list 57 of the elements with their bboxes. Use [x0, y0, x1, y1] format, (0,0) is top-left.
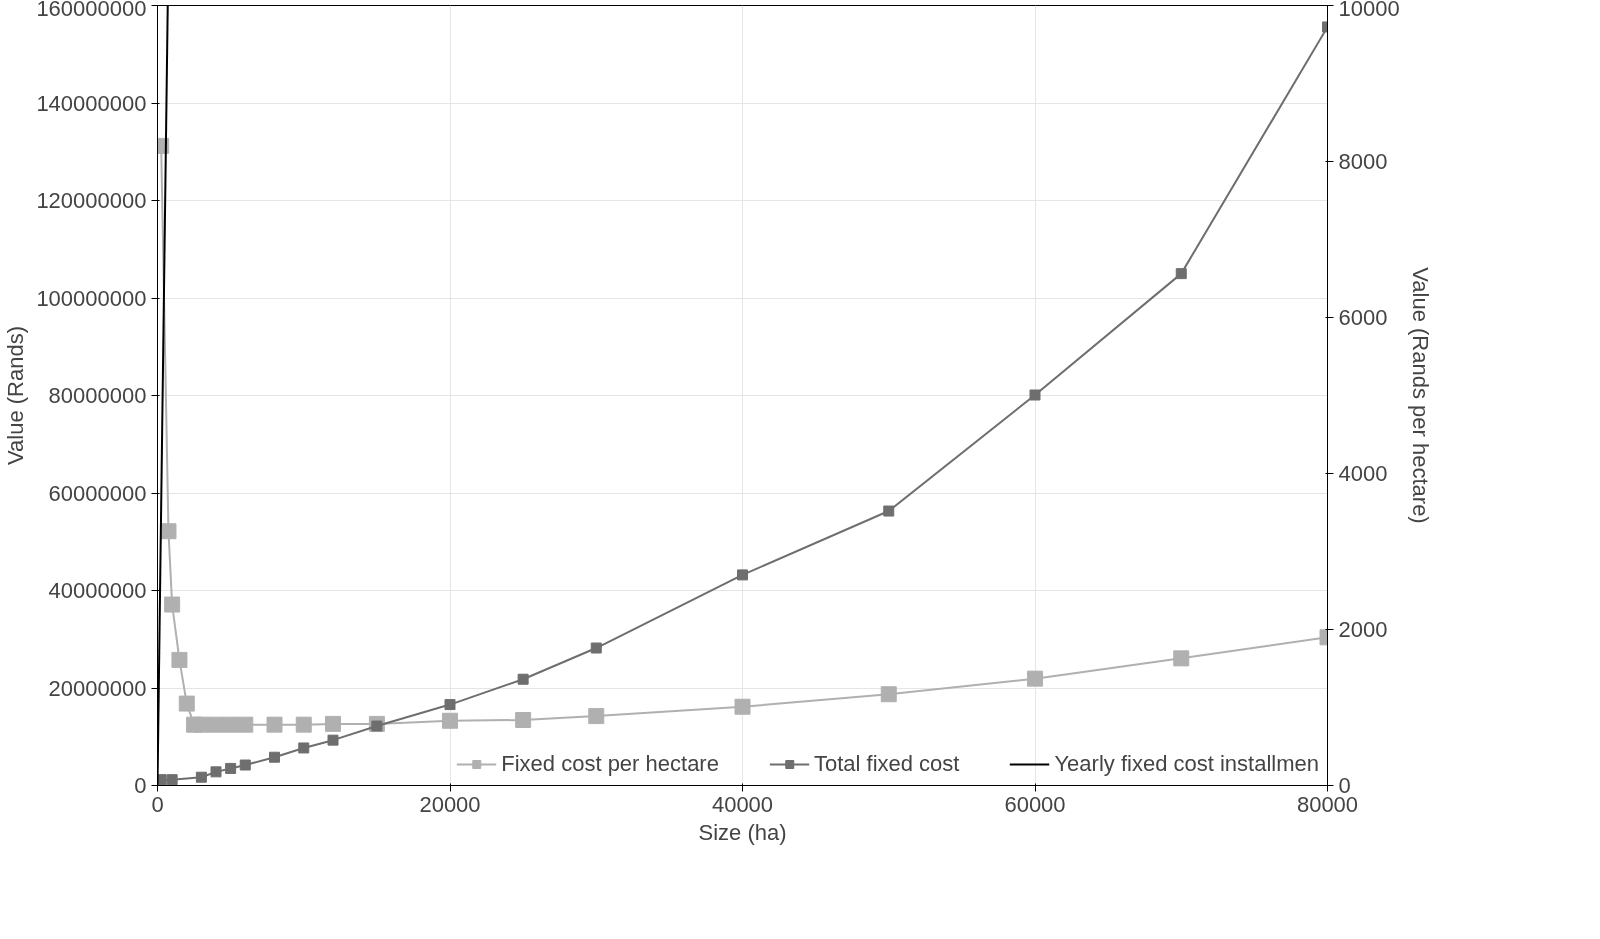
- point: [160, 523, 177, 540]
- y-tick-label: 60000000: [48, 480, 147, 506]
- point: [1027, 670, 1043, 687]
- y2-tick-label: 6000: [1338, 305, 1388, 330]
- point: [883, 505, 895, 517]
- point: [325, 715, 341, 732]
- x-axis-title: Size (ha): [698, 819, 787, 845]
- y2-tick-label: 4000: [1338, 461, 1388, 486]
- point: [737, 569, 748, 581]
- point: [327, 734, 339, 746]
- y-tick-label: 0: [134, 773, 147, 798]
- point: [588, 708, 605, 725]
- point: [1173, 650, 1190, 667]
- y-tick-label: 40000000: [48, 578, 147, 603]
- point: [515, 711, 532, 728]
- y2-tick-label: 10000: [1338, 0, 1400, 21]
- point: [222, 716, 239, 733]
- x-tick-label: 0: [151, 791, 164, 817]
- point: [295, 716, 312, 733]
- legend-label: Total fixed cost: [813, 751, 960, 777]
- y-axis-title: Value (Rands): [3, 326, 29, 465]
- point: [442, 712, 458, 729]
- point: [880, 686, 897, 703]
- point: [590, 642, 602, 654]
- y-tick-label: 160000000: [36, 0, 147, 21]
- point: [266, 716, 283, 733]
- point: [269, 751, 280, 763]
- point: [166, 774, 178, 786]
- y2-tick-label: 0: [1338, 773, 1351, 798]
- point: [210, 766, 222, 778]
- x-tick-label: 40000: [711, 791, 774, 817]
- point: [195, 771, 207, 783]
- y-tick-label: 100000000: [36, 285, 147, 311]
- point: [517, 673, 529, 685]
- point: [1175, 268, 1187, 280]
- point: [164, 596, 181, 613]
- point: [193, 716, 210, 733]
- x-tick-label: 20000: [419, 791, 481, 817]
- point: [171, 651, 188, 668]
- point: [298, 742, 310, 754]
- x-tick-label: 60000: [1004, 791, 1066, 817]
- y2-axis-title: Value (Rands per hectare): [1407, 267, 1433, 524]
- y-tick-label: 120000000: [36, 188, 147, 213]
- legend-label: Fixed cost per hectare: [501, 751, 719, 777]
- y-tick-label: 80000000: [48, 383, 147, 408]
- y-tick-label: 140000000: [36, 90, 147, 116]
- point: [178, 695, 195, 712]
- point: [239, 759, 251, 771]
- point: [734, 698, 751, 715]
- point: [225, 762, 237, 774]
- y-tick-label: 20000000: [48, 675, 147, 701]
- point: [1029, 389, 1041, 401]
- legend-label: Yearly fixed cost installmen: [1054, 751, 1319, 777]
- point: [237, 716, 254, 733]
- y2-tick-label: 2000: [1338, 617, 1388, 642]
- y2-tick-label: 8000: [1338, 149, 1388, 174]
- point: [444, 699, 456, 711]
